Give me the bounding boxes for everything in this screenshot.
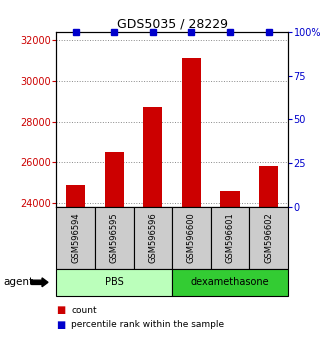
Bar xyxy=(66,185,85,354)
Text: GSM596602: GSM596602 xyxy=(264,213,273,263)
Text: GSM596595: GSM596595 xyxy=(110,213,119,263)
Text: ■: ■ xyxy=(56,320,66,330)
Bar xyxy=(220,191,240,354)
Text: count: count xyxy=(71,306,97,315)
Text: percentile rank within the sample: percentile rank within the sample xyxy=(71,320,224,329)
Text: ■: ■ xyxy=(56,306,66,315)
Text: dexamethasone: dexamethasone xyxy=(191,277,269,287)
Bar xyxy=(182,58,201,354)
Text: GSM596596: GSM596596 xyxy=(148,213,157,263)
Text: GSM596594: GSM596594 xyxy=(71,213,80,263)
Text: GSM596601: GSM596601 xyxy=(225,213,235,263)
Bar xyxy=(143,107,163,354)
Title: GDS5035 / 28229: GDS5035 / 28229 xyxy=(117,18,228,31)
Text: agent: agent xyxy=(3,277,33,287)
Text: GSM596600: GSM596600 xyxy=(187,213,196,263)
Bar xyxy=(259,166,278,354)
Bar xyxy=(105,152,124,354)
Text: PBS: PBS xyxy=(105,277,123,287)
